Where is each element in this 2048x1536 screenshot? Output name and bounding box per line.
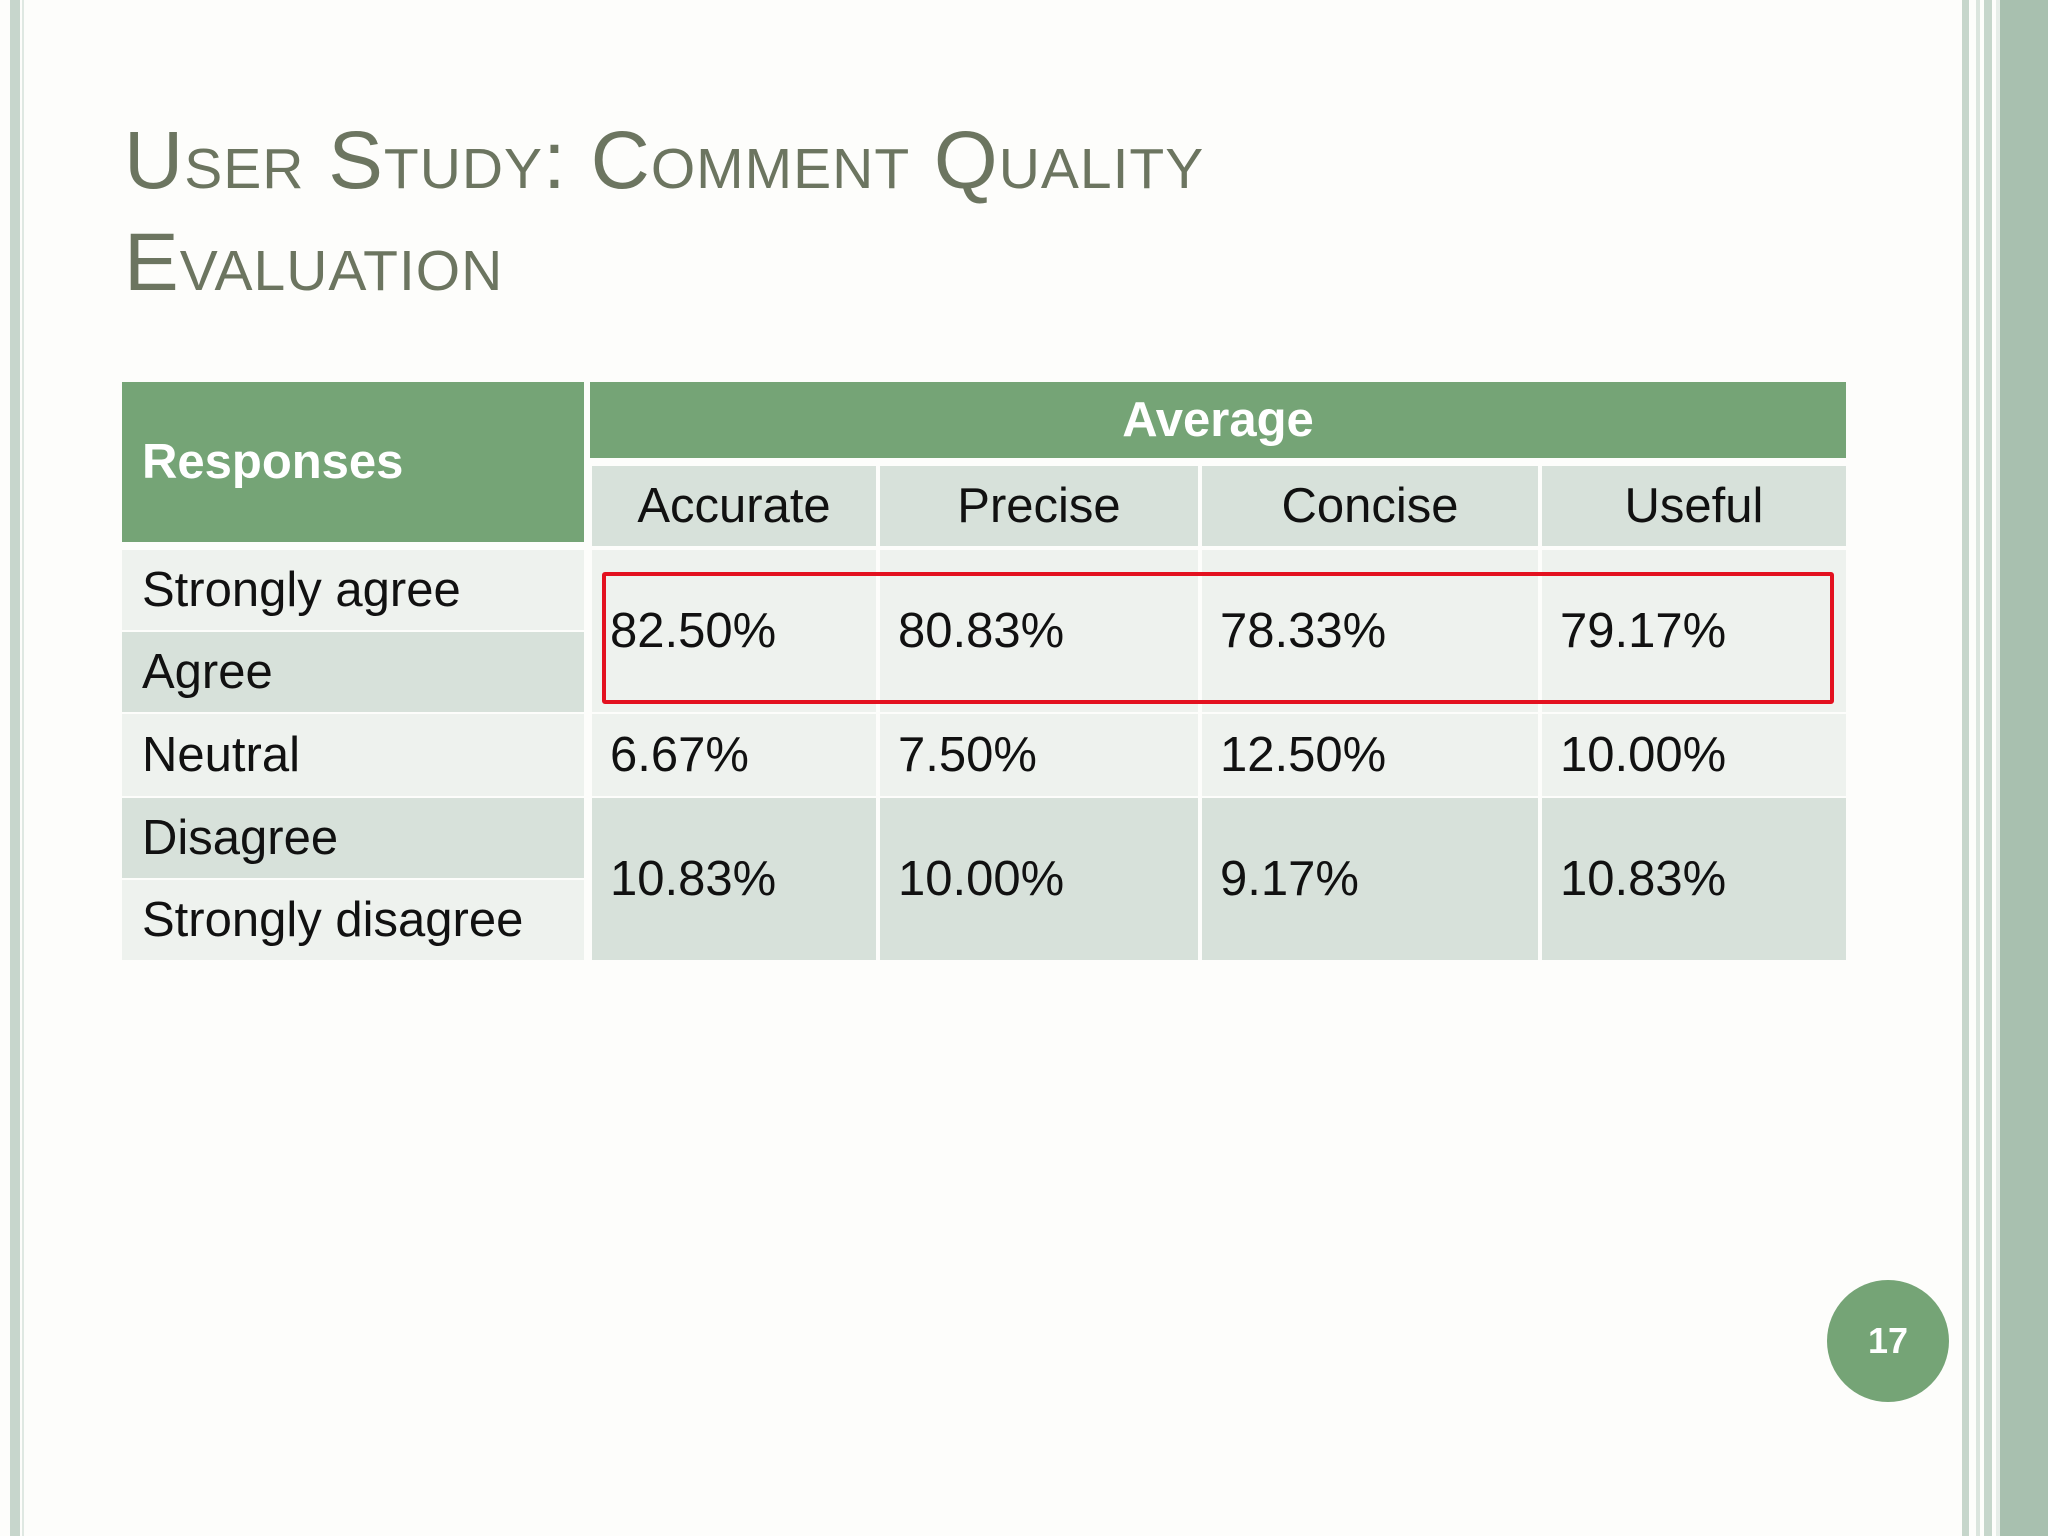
average-header: Average — [590, 382, 1846, 458]
neutral-concise-value: 12.50% — [1202, 714, 1538, 796]
neutral-precise-value: 7.50% — [880, 714, 1198, 796]
left-decor-bar — [10, 0, 20, 1536]
agree-concise-value: 78.33% — [1202, 550, 1538, 712]
column-header-accurate: Accurate — [592, 466, 876, 546]
disagree-concise-value: 9.17% — [1202, 798, 1538, 960]
column-header-concise: Concise — [1202, 466, 1538, 546]
row-label-strongly-agree: Strongly agree — [122, 550, 584, 630]
column-header-precise: Precise — [880, 466, 1198, 546]
slide-title-line2: Evaluation — [124, 217, 504, 308]
page-number-badge: 17 — [1827, 1280, 1949, 1402]
responses-header: Responses — [122, 382, 584, 542]
neutral-useful-value: 10.00% — [1542, 714, 1846, 796]
right-decor-bar — [1984, 0, 1992, 1536]
row-label-disagree: Disagree — [122, 798, 584, 878]
slide-title: User Study: Comment Quality Evaluation — [124, 110, 1724, 314]
row-label-strongly-disagree: Strongly disagree — [122, 880, 584, 960]
column-header-useful: Useful — [1542, 466, 1846, 546]
agree-accurate-value: 82.50% — [592, 550, 876, 712]
neutral-accurate-value: 6.67% — [592, 714, 876, 796]
left-decor-line — [22, 0, 24, 1536]
right-decor-bar — [1976, 0, 1980, 1536]
right-decor-bar — [2000, 0, 2048, 1536]
agree-useful-value: 79.17% — [1542, 550, 1846, 712]
right-decor-bar — [1996, 0, 2000, 1536]
agree-precise-value: 80.83% — [880, 550, 1198, 712]
right-decor-bar — [1962, 0, 1969, 1536]
highlight-box — [602, 572, 1834, 704]
disagree-accurate-value: 10.83% — [592, 798, 876, 960]
disagree-useful-value: 10.83% — [1542, 798, 1846, 960]
row-label-agree: Agree — [122, 632, 584, 712]
slide-title-line1: User Study: Comment Quality — [124, 115, 1205, 206]
row-label-neutral: Neutral — [122, 714, 584, 796]
disagree-precise-value: 10.00% — [880, 798, 1198, 960]
